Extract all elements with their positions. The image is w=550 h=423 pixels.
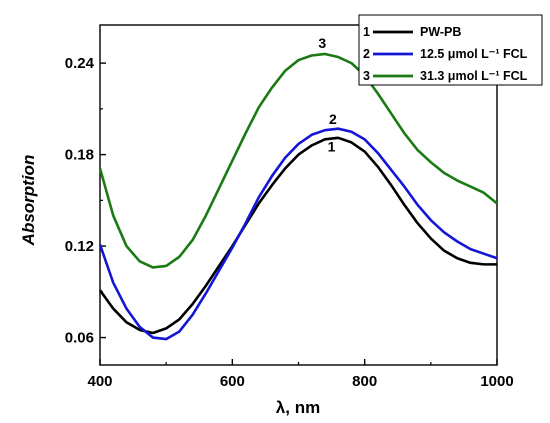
y-axis-title: Absorption bbox=[19, 155, 38, 247]
y-tick-label: 0.18 bbox=[65, 147, 94, 164]
curve-labels: 1 2 3 bbox=[318, 35, 337, 155]
x-tick-label: 800 bbox=[352, 373, 377, 390]
x-axis: 400 600 800 1000 bbox=[87, 359, 514, 390]
x-tick-label: 400 bbox=[87, 373, 112, 390]
series-line-1 bbox=[98, 136, 497, 335]
curve-label-3: 3 bbox=[318, 35, 326, 51]
series-line-2 bbox=[98, 127, 498, 341]
x-axis-title: λ, nm bbox=[276, 398, 320, 417]
y-tick-label: 0.12 bbox=[65, 238, 94, 255]
legend-number-3: 3 bbox=[363, 69, 370, 83]
legend-label-3: 31.3 μmol L⁻¹ FCL bbox=[420, 69, 528, 83]
legend-box bbox=[358, 14, 543, 86]
series-layer bbox=[98, 52, 498, 341]
y-tick-label: 0.06 bbox=[65, 330, 94, 347]
legend-number-1: 1 bbox=[363, 25, 370, 39]
legend-label-1: PW-PB bbox=[420, 25, 461, 39]
curve-label-2: 2 bbox=[329, 111, 337, 127]
legend-label-2: 12.5 μmol L⁻¹ FCL bbox=[420, 47, 528, 61]
y-axis: 0.06 0.12 0.18 0.24 bbox=[65, 55, 106, 347]
y-tick-label: 0.24 bbox=[65, 55, 95, 72]
legend-number-2: 2 bbox=[363, 47, 370, 61]
x-tick-label: 600 bbox=[220, 373, 245, 390]
series-line-3 bbox=[98, 52, 498, 269]
legend: 1 PW-PB 2 12.5 μmol L⁻¹ FCL 3 31.3 μmol L⁻¹ F… bbox=[358, 14, 543, 86]
x-tick-label: 1000 bbox=[480, 373, 513, 390]
curve-label-1: 1 bbox=[328, 139, 336, 155]
